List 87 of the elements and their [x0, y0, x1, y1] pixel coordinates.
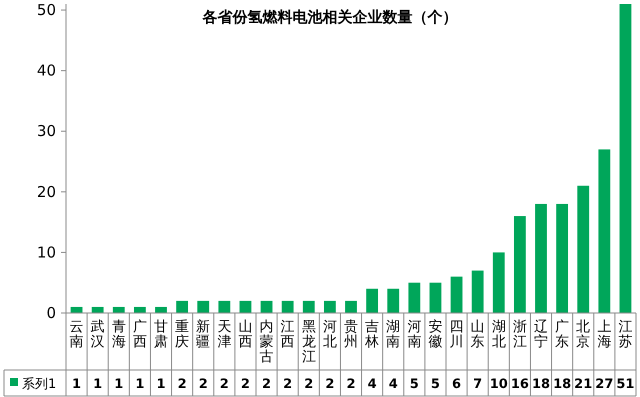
x-tick-label: 重庆 — [175, 319, 190, 350]
bar — [155, 306, 167, 313]
data-label: 18 — [532, 377, 550, 392]
bar — [70, 306, 82, 313]
x-tick-label: 北京 — [576, 319, 590, 350]
x-tick-label: 广西 — [132, 319, 147, 350]
x-tick-label: 黑龙江 — [302, 319, 316, 365]
x-tick-label: 江苏 — [618, 319, 632, 350]
x-tick-label: 河北 — [322, 319, 337, 350]
data-label: 2 — [262, 377, 272, 392]
x-tick-label: 天津 — [217, 319, 232, 350]
data-label: 1 — [156, 377, 166, 392]
x-tick-label: 青海 — [112, 319, 126, 350]
bar — [387, 288, 400, 313]
data-label: 6 — [452, 377, 462, 392]
x-tick-label: 四川 — [450, 319, 464, 350]
y-tick-label: 50 — [36, 1, 56, 20]
bar — [260, 300, 272, 313]
data-label: 2 — [178, 377, 187, 392]
chart-title: 各省份氢燃料电池相关企业数量（个） — [202, 8, 458, 26]
data-label: 1 — [114, 377, 124, 392]
bar — [535, 204, 547, 313]
data-label: 27 — [595, 377, 614, 392]
data-label: 51 — [616, 377, 634, 392]
data-label: 5 — [430, 377, 440, 392]
bar — [556, 204, 568, 313]
y-tick-label: 40 — [36, 62, 56, 80]
data-label: 2 — [283, 377, 292, 392]
data-label: 1 — [93, 377, 102, 392]
data-label: 4 — [388, 377, 398, 392]
x-tick-label: 山西 — [238, 319, 252, 350]
bar — [514, 216, 526, 313]
bar — [450, 276, 462, 313]
x-tick-label: 山东 — [470, 319, 485, 350]
x-tick-label: 云南 — [70, 319, 84, 350]
bar — [598, 149, 610, 313]
x-tick-label: 湖南 — [386, 319, 400, 350]
x-tick-label: 武汉 — [90, 319, 105, 350]
y-tick-label: 30 — [36, 122, 56, 140]
x-tick-label: 内蒙古 — [260, 319, 274, 365]
x-tick-label: 贵州 — [344, 319, 358, 350]
bar — [577, 186, 590, 313]
bar — [366, 288, 378, 313]
bar — [408, 282, 420, 313]
y-tick-label: 20 — [36, 182, 56, 201]
bar — [176, 300, 188, 313]
data-label: 2 — [304, 377, 314, 392]
data-label: 2 — [346, 377, 356, 392]
data-label: 1 — [72, 377, 82, 392]
bar — [492, 252, 505, 313]
x-tick-label: 上海 — [597, 319, 612, 350]
bar — [345, 300, 357, 313]
bar — [218, 300, 230, 313]
data-label: 2 — [240, 377, 250, 392]
bar — [324, 300, 336, 313]
x-tick-label: 浙江 — [512, 319, 527, 350]
x-tick-label: 新疆 — [196, 319, 210, 350]
x-tick-label: 湖北 — [492, 319, 506, 350]
data-label: 10 — [490, 377, 508, 392]
x-tick-label: 辽宁 — [534, 319, 548, 350]
x-tick-label: 江西 — [280, 319, 295, 350]
data-label: 18 — [553, 377, 572, 392]
data-label: 21 — [574, 377, 592, 392]
bar — [620, 4, 632, 313]
x-tick-label: 吉林 — [364, 319, 380, 350]
bar — [302, 300, 315, 313]
data-label: 7 — [473, 377, 482, 392]
x-tick-label: 安徽 — [428, 319, 442, 350]
data-label: 16 — [510, 377, 529, 392]
data-label: 4 — [368, 377, 377, 392]
bar — [134, 306, 146, 313]
data-label: 2 — [220, 377, 229, 392]
bar — [197, 300, 210, 313]
legend-label: 系列1 — [22, 377, 56, 392]
x-tick-label: 河南 — [407, 319, 422, 350]
bar — [472, 270, 484, 313]
x-tick-label: 甘肃 — [154, 319, 168, 350]
bar — [430, 282, 442, 313]
bar — [282, 300, 294, 313]
bar — [240, 300, 252, 313]
x-tick-label: 广东 — [555, 319, 570, 350]
data-label: 2 — [325, 377, 334, 392]
data-label: 5 — [410, 377, 419, 392]
y-tick-label: 10 — [36, 243, 56, 262]
data-label: 2 — [198, 377, 208, 392]
data-label: 1 — [135, 377, 144, 392]
y-tick-label: 0 — [46, 304, 56, 322]
